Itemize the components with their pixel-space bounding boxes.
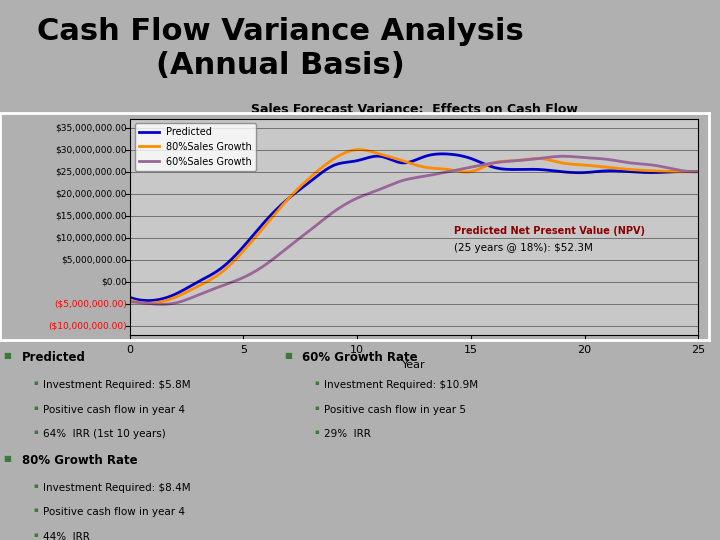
- 80%Sales Growth: [127, 297, 136, 303]
- Title: Sales Forecast Variance:  Effects on Cash Flow: Sales Forecast Variance: Effects on Cash…: [251, 103, 577, 116]
- 60%Sales Growth: [559, 153, 567, 159]
- Text: $30,000,000.00: $30,000,000.00: [55, 145, 127, 154]
- 80%Sales Growth: [356, 146, 364, 153]
- Predicted: [468, 156, 477, 162]
- Line: 60%Sales Growth: 60%Sales Growth: [130, 156, 698, 305]
- 80%Sales Growth: [468, 168, 477, 175]
- Text: 29%  IRR: 29% IRR: [324, 429, 371, 439]
- Text: Positive cash flow in year 4: Positive cash flow in year 4: [43, 507, 185, 517]
- Text: $20,000,000.00: $20,000,000.00: [55, 189, 127, 198]
- Text: $15,000,000.00: $15,000,000.00: [55, 211, 127, 220]
- Text: Positive cash flow in year 4: Positive cash flow in year 4: [43, 404, 185, 415]
- Text: $0.00: $0.00: [101, 278, 127, 286]
- Text: 60% Growth Rate: 60% Growth Rate: [302, 351, 418, 364]
- 60%Sales Growth: [127, 299, 136, 305]
- 80%Sales Growth: [608, 165, 617, 171]
- Text: ▪: ▪: [34, 507, 38, 513]
- Predicted: [144, 298, 153, 304]
- Text: (25 years @ 18%): $52.3M: (25 years @ 18%): $52.3M: [454, 244, 593, 253]
- 80%Sales Growth: [125, 296, 134, 303]
- 60%Sales Growth: [125, 299, 134, 305]
- Text: ▪: ▪: [34, 532, 38, 538]
- Text: Investment Required: $10.9M: Investment Required: $10.9M: [324, 380, 478, 390]
- Predicted: [127, 295, 136, 301]
- Text: ▪: ▪: [315, 429, 319, 435]
- Text: ▪: ▪: [34, 404, 38, 410]
- Text: ▪: ▪: [34, 483, 38, 489]
- Text: Predicted: Predicted: [22, 351, 86, 364]
- 60%Sales Growth: [466, 164, 474, 171]
- Text: $10,000,000.00: $10,000,000.00: [55, 233, 127, 242]
- Predicted: [694, 168, 703, 175]
- 60%Sales Growth: [158, 301, 166, 308]
- 80%Sales Growth: [694, 168, 703, 175]
- 60%Sales Growth: [694, 168, 703, 175]
- 60%Sales Growth: [608, 157, 617, 164]
- 80%Sales Growth: [466, 168, 474, 175]
- 80%Sales Growth: [644, 167, 653, 174]
- Text: ▪: ▪: [34, 380, 38, 386]
- 60%Sales Growth: [644, 161, 653, 168]
- Text: Cash Flow Variance Analysis
(Annual Basis): Cash Flow Variance Analysis (Annual Basi…: [37, 17, 524, 80]
- Predicted: [644, 170, 653, 176]
- Text: Positive cash flow in year 5: Positive cash flow in year 5: [324, 404, 466, 415]
- Text: Investment Required: $5.8M: Investment Required: $5.8M: [43, 380, 191, 390]
- Text: ($10,000,000.00): ($10,000,000.00): [48, 321, 127, 330]
- Text: ($5,000,000.00): ($5,000,000.00): [54, 300, 127, 308]
- Text: ■: ■: [284, 351, 292, 360]
- Text: 64%  IRR (1st 10 years): 64% IRR (1st 10 years): [43, 429, 166, 439]
- Predicted: [437, 151, 446, 157]
- 80%Sales Growth: [144, 300, 153, 306]
- Text: Investment Required: $8.4M: Investment Required: $8.4M: [43, 483, 191, 492]
- Predicted: [608, 167, 617, 174]
- 80%Sales Growth: [477, 165, 486, 171]
- Text: ▪: ▪: [315, 380, 319, 386]
- X-axis label: Year: Year: [402, 360, 426, 370]
- Text: $5,000,000.00: $5,000,000.00: [61, 255, 127, 265]
- Text: ▪: ▪: [34, 429, 38, 435]
- 60%Sales Growth: [475, 162, 484, 168]
- Predicted: [477, 159, 486, 166]
- 60%Sales Growth: [464, 165, 472, 171]
- Line: 80%Sales Growth: 80%Sales Growth: [130, 150, 698, 303]
- Text: ▪: ▪: [315, 404, 319, 410]
- Text: 80% Growth Rate: 80% Growth Rate: [22, 454, 138, 467]
- Text: $25,000,000.00: $25,000,000.00: [55, 167, 127, 176]
- Text: ■: ■: [4, 351, 11, 360]
- Text: 44%  IRR: 44% IRR: [43, 532, 90, 540]
- Line: Predicted: Predicted: [130, 154, 698, 301]
- Predicted: [466, 155, 474, 161]
- Text: ■: ■: [4, 454, 11, 463]
- Predicted: [125, 294, 134, 301]
- Text: Predicted Net Present Value (NPV): Predicted Net Present Value (NPV): [454, 226, 645, 236]
- Text: $35,000,000.00: $35,000,000.00: [55, 123, 127, 132]
- Legend: Predicted, 80%Sales Growth, 60%Sales Growth: Predicted, 80%Sales Growth, 60%Sales Gro…: [135, 123, 256, 171]
